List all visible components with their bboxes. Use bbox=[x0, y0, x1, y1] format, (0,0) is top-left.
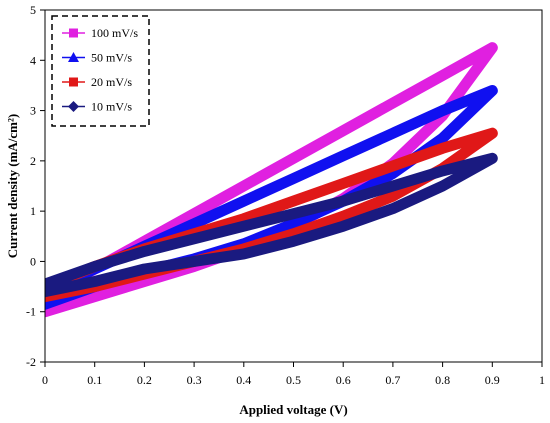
y-tick-label: 3 bbox=[30, 104, 36, 118]
legend-label: 100 mV/s bbox=[91, 26, 138, 40]
legend-label: 10 mV/s bbox=[91, 100, 132, 114]
x-tick-label: 0.2 bbox=[137, 373, 152, 387]
x-tick-label: 0.8 bbox=[435, 373, 450, 387]
legend-marker-triangle bbox=[68, 52, 79, 62]
x-tick-label: 0.3 bbox=[187, 373, 202, 387]
y-tick-label: 2 bbox=[30, 154, 36, 168]
legend-marker-square bbox=[69, 77, 78, 87]
y-tick-label: -2 bbox=[26, 355, 36, 369]
x-tick-label: 0.6 bbox=[336, 373, 351, 387]
x-tick-label: 0.1 bbox=[87, 373, 102, 387]
x-tick-label: 0.9 bbox=[485, 373, 500, 387]
series-line-3 bbox=[45, 152, 498, 298]
series-group bbox=[45, 42, 498, 318]
legend-label: 50 mV/s bbox=[91, 51, 132, 65]
y-tick-label: -1 bbox=[26, 305, 36, 319]
x-tick-label: 0 bbox=[42, 373, 48, 387]
legend-marker-diamond bbox=[68, 101, 79, 112]
legend: 100 mV/s 50 mV/s 20 mV/s 10 mV/s bbox=[51, 15, 150, 127]
x-tick-label: 1 bbox=[539, 373, 545, 387]
y-tick-label: 4 bbox=[30, 53, 36, 67]
y-tick-label: 5 bbox=[30, 3, 36, 17]
y-tick-label: 0 bbox=[30, 254, 36, 268]
x-axis-title: Applied voltage (V) bbox=[239, 402, 347, 417]
axes: 0 0.1 0.2 0.3 0.4 0.5 0.6 0.7 0.8 0.9 1 -2 -1 0 1 2 3 4 5 bbox=[26, 3, 545, 387]
y-tick-label: 1 bbox=[30, 204, 36, 218]
legend-box bbox=[51, 15, 150, 127]
x-tick-label: 0.4 bbox=[236, 373, 251, 387]
series-line-0 bbox=[45, 42, 498, 318]
legend-marker-square bbox=[69, 28, 78, 38]
legend-label: 20 mV/s bbox=[91, 75, 132, 89]
plot-area bbox=[45, 42, 498, 318]
y-axis-title: Current density (mA/cm²) bbox=[5, 114, 20, 258]
x-tick-label: 0.7 bbox=[385, 373, 400, 387]
x-tick-label: 0.5 bbox=[286, 373, 301, 387]
